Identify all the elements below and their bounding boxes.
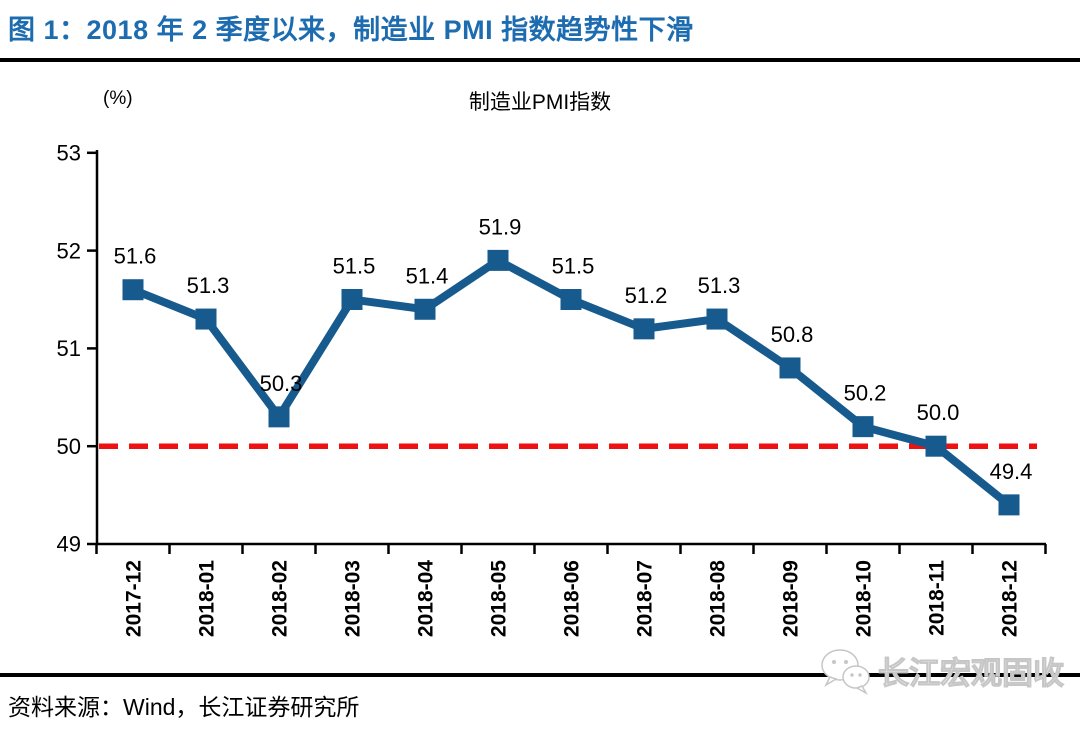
data-point-marker xyxy=(195,308,217,330)
y-tick-label: 51 xyxy=(57,336,81,361)
bottom-rule xyxy=(0,673,1080,677)
data-point-marker xyxy=(122,279,144,301)
x-tick-label: 2018-07 xyxy=(633,560,656,637)
x-tick-label: 2018-06 xyxy=(560,560,583,637)
x-tick-label: 2018-03 xyxy=(341,560,364,637)
x-tick-label: 2018-02 xyxy=(268,560,291,637)
x-tick-label: 2017-12 xyxy=(122,560,145,637)
x-tick-label: 2018-05 xyxy=(487,560,510,637)
data-point-marker xyxy=(925,435,947,457)
data-point-marker xyxy=(779,357,801,379)
source-text: 资料来源：Wind，长江证券研究所 xyxy=(8,694,360,720)
data-point-label: 51.2 xyxy=(625,283,668,308)
y-tick-label: 49 xyxy=(57,532,81,557)
data-point-label: 51.4 xyxy=(406,263,449,288)
y-axis-unit-label: (%) xyxy=(103,88,133,109)
y-tick-label: 53 xyxy=(57,141,81,166)
data-point-label: 51.3 xyxy=(187,273,230,298)
y-tick-label: 52 xyxy=(57,238,81,263)
data-point-label: 50.3 xyxy=(260,371,303,396)
data-point-label: 50.0 xyxy=(917,400,960,425)
x-tick-label: 2018-11 xyxy=(925,560,948,636)
data-point-marker xyxy=(268,406,290,428)
x-tick-label: 2018-10 xyxy=(852,560,875,637)
data-point-marker xyxy=(998,494,1020,516)
data-point-label: 50.8 xyxy=(771,322,814,347)
data-point-marker xyxy=(560,289,582,310)
data-point-label: 51.9 xyxy=(479,214,522,239)
chart-title: 制造业PMI指数 xyxy=(468,91,612,114)
y-tick-label: 50 xyxy=(57,434,81,459)
data-point-marker xyxy=(633,318,655,340)
x-tick-label: 2018-12 xyxy=(998,560,1021,637)
x-tick-label: 2018-09 xyxy=(779,560,802,637)
data-point-label: 49.4 xyxy=(990,459,1033,484)
data-point-label: 51.5 xyxy=(333,254,376,279)
wechat-icon xyxy=(821,649,870,695)
x-tick-label: 2018-01 xyxy=(195,560,218,637)
data-point-marker xyxy=(414,298,436,320)
data-point-label: 51.3 xyxy=(698,273,741,298)
watermark-badge: 长江宏观固收 xyxy=(816,644,1065,696)
top-rule xyxy=(0,58,1080,62)
data-point-marker xyxy=(341,289,363,310)
data-point-label: 51.5 xyxy=(552,254,595,279)
x-tick-label: 2018-08 xyxy=(706,560,729,637)
data-point-label: 50.2 xyxy=(844,381,887,406)
figure-title: 图 1：2018 年 2 季度以来，制造业 PMI 指数趋势性下滑 xyxy=(8,15,694,45)
data-point-marker xyxy=(852,416,874,438)
x-tick-label: 2018-04 xyxy=(414,560,437,637)
watermark-text: 长江宏观固收 xyxy=(878,655,1065,691)
data-point-label: 51.6 xyxy=(114,244,157,269)
data-point-marker xyxy=(706,308,728,330)
data-point-marker xyxy=(487,249,509,271)
